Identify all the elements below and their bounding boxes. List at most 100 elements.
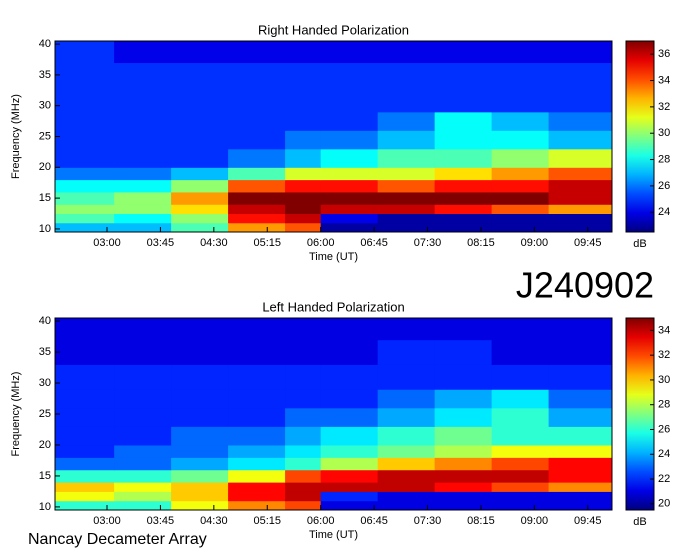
- heat-cell: [285, 191, 322, 205]
- heat-cell: [285, 389, 322, 409]
- heat-cell: [114, 204, 172, 215]
- x-tick-label: 09:45: [574, 515, 602, 527]
- heat-cell: [434, 222, 493, 233]
- heat-cell: [55, 222, 115, 233]
- x-tick-label: 05:15: [253, 237, 281, 249]
- heat-cell: [434, 364, 493, 390]
- heat-cell: [548, 167, 613, 181]
- heat-cell: [320, 500, 379, 511]
- heat-cell: [114, 491, 172, 502]
- heat-cell: [228, 364, 286, 390]
- heat-cell: [228, 111, 286, 131]
- heat-cell: [434, 148, 493, 168]
- heat-cell: [171, 41, 229, 64]
- x-tick-label: 09:45: [574, 237, 602, 249]
- heat-cell: [491, 318, 550, 341]
- heat-cell: [434, 491, 493, 502]
- heat-cell: [377, 191, 436, 205]
- heat-cell: [228, 41, 286, 64]
- y-axis-label: Frequency (MHz): [10, 372, 22, 457]
- y-tick-label: 35: [39, 346, 51, 358]
- heat-cell: [491, 111, 550, 131]
- y-tick-label: 25: [39, 130, 51, 142]
- heat-cell: [548, 318, 613, 341]
- y-tick-label: 20: [39, 161, 51, 173]
- instrument: Nancay Decameter Array: [28, 531, 207, 548]
- colorbar: [625, 317, 655, 511]
- heat-cell: [320, 444, 379, 458]
- heat-cell: [434, 213, 493, 224]
- heat-cell: [491, 87, 550, 113]
- heat-cell: [377, 457, 436, 471]
- heat-cell: [114, 444, 172, 458]
- heat-cell: [320, 491, 379, 502]
- heat-cell: [114, 191, 172, 205]
- heat-cell: [228, 130, 286, 150]
- heat-cell: [228, 491, 286, 502]
- heat-cell: [55, 204, 115, 215]
- heat-cell: [320, 426, 379, 446]
- heat-cell: [55, 62, 115, 88]
- heat-cell: [491, 491, 550, 502]
- heat-cell: [377, 444, 436, 458]
- heat-cell: [548, 130, 613, 150]
- heat-cell: [228, 62, 286, 88]
- y-tick-label: 30: [39, 377, 51, 389]
- heat-cell: [171, 339, 229, 365]
- heat-cell: [377, 204, 436, 215]
- heat-cell: [285, 482, 322, 492]
- heat-cell: [377, 407, 436, 427]
- heat-cell: [491, 179, 550, 193]
- heat-cell: [285, 167, 322, 181]
- heat-cell: [285, 222, 322, 233]
- chart-title: Right Handed Polarization: [258, 22, 409, 37]
- heat-cell: [434, 87, 493, 113]
- x-tick-label: 09:00: [521, 237, 549, 249]
- heat-cell: [55, 87, 115, 113]
- y-tick-label: 35: [39, 69, 51, 81]
- heat-cell: [114, 167, 172, 181]
- heat-cell: [228, 469, 286, 483]
- y-tick-label: 15: [39, 192, 51, 204]
- x-tick-label: 06:45: [360, 237, 388, 249]
- heat-cell: [285, 179, 322, 193]
- heat-cell: [228, 500, 286, 511]
- heat-cell: [434, 500, 493, 511]
- heat-cell: [377, 148, 436, 168]
- heat-cell: [285, 469, 322, 483]
- heat-cell: [171, 222, 229, 233]
- heat-cell: [548, 444, 613, 458]
- heat-cell: [491, 41, 550, 64]
- heat-cell: [114, 469, 172, 483]
- heat-cell: [491, 469, 550, 483]
- heat-cell: [491, 148, 550, 168]
- heat-cell: [228, 339, 286, 365]
- heat-cell: [491, 213, 550, 224]
- heat-cell: [285, 426, 322, 446]
- heat-cell: [434, 482, 493, 492]
- heat-cell: [548, 457, 613, 471]
- heat-cell: [285, 148, 322, 168]
- heat-cell: [171, 364, 229, 390]
- heat-cell: [377, 111, 436, 131]
- heat-cell: [171, 204, 229, 215]
- heat-cell: [171, 469, 229, 483]
- heat-cell: [171, 389, 229, 409]
- heat-cell: [377, 389, 436, 409]
- heat-cell: [320, 407, 379, 427]
- heat-cell: [55, 500, 115, 511]
- heat-cell: [285, 204, 322, 215]
- heat-cell: [228, 318, 286, 341]
- heat-cell: [548, 491, 613, 502]
- heat-cell: [320, 191, 379, 205]
- heat-cell: [377, 491, 436, 502]
- heat-cell: [228, 482, 286, 492]
- heat-cell: [55, 41, 115, 64]
- heat-cell: [114, 41, 172, 64]
- heat-cell: [171, 130, 229, 150]
- heat-cell: [377, 318, 436, 341]
- heat-cell: [434, 469, 493, 483]
- heat-cell: [548, 213, 613, 224]
- y-tick-label: 40: [39, 315, 51, 327]
